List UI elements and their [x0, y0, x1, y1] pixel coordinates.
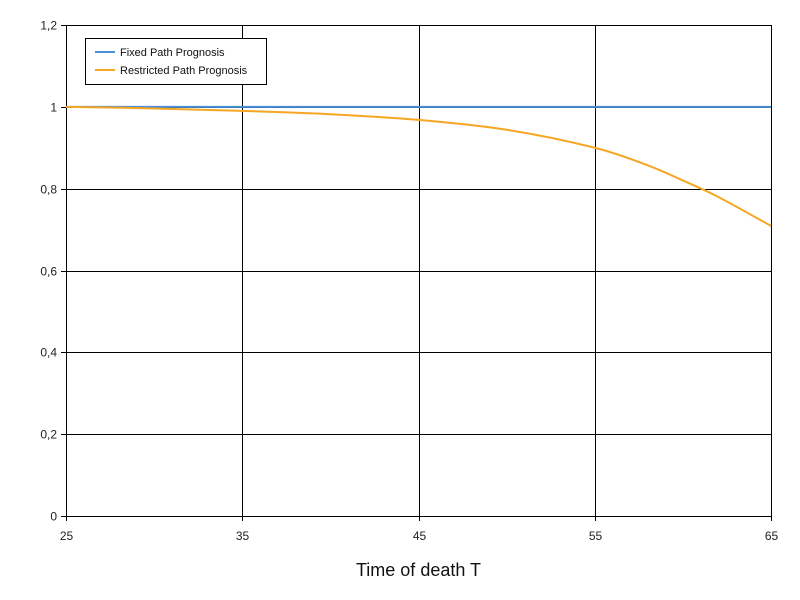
- legend-label: Fixed Path Prognosis: [120, 47, 225, 59]
- legend: Fixed Path Prognosis Restricted Path Prog…: [85, 38, 267, 85]
- series-lines: [65, 105, 772, 227]
- y-tick-label: 0: [50, 510, 57, 524]
- y-tick-label: 0,2: [40, 428, 57, 442]
- x-tick-label: 25: [60, 529, 74, 543]
- series-line-restricted-path: [65, 105, 772, 227]
- y-tick-label: 0,6: [40, 265, 57, 279]
- y-tick-label: 0,4: [40, 346, 57, 360]
- y-tick-label: 0,8: [40, 183, 57, 197]
- legend-label: Restricted Path Prognosis: [120, 65, 248, 77]
- x-tick-label: 45: [413, 529, 427, 543]
- x-tick-label: 55: [589, 529, 603, 543]
- x-tick-label: 35: [236, 529, 250, 543]
- axes: [61, 25, 772, 521]
- y-tick-label: 1,2: [40, 19, 57, 33]
- legend-box: [85, 38, 267, 85]
- tick-labels: 0 0,2 0,4 0,6 0,8 1 1,2 25 35 45 55 65: [40, 19, 778, 544]
- x-tick-label: 65: [765, 529, 779, 543]
- x-axis-title: Time of death T: [356, 560, 481, 580]
- grid: [66, 25, 772, 516]
- y-tick-label: 1: [50, 101, 57, 115]
